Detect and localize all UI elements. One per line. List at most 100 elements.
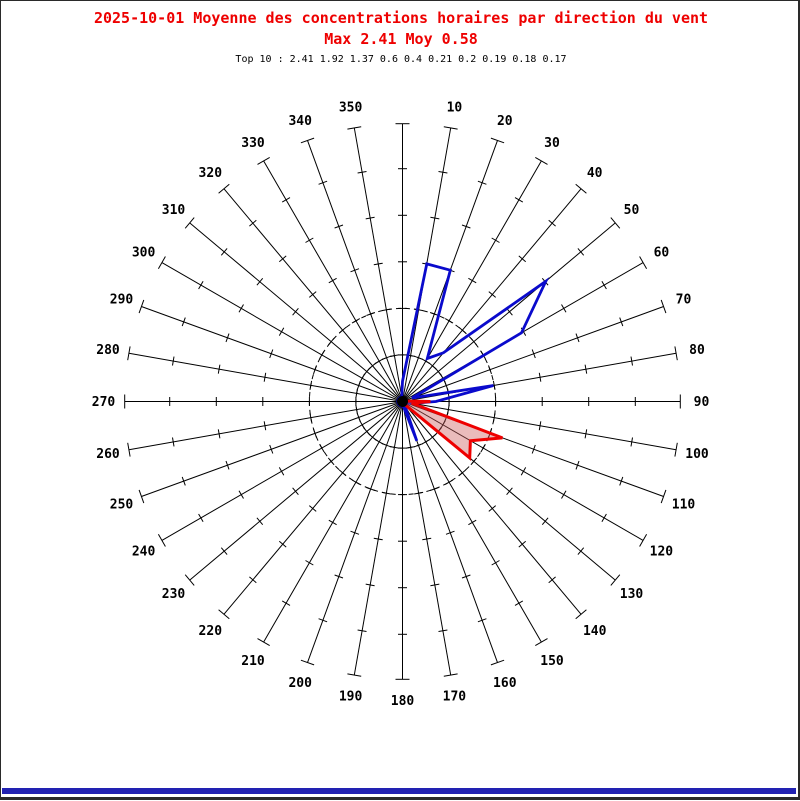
spoke-end-cap (443, 673, 458, 677)
direction-label: 250 (110, 497, 134, 512)
radial-tick (461, 574, 471, 579)
radial-tick (278, 327, 285, 336)
radial-tick (278, 255, 287, 263)
spoke-end-cap (535, 156, 548, 165)
spoke-end-cap (347, 673, 362, 677)
spoke-end-cap (490, 137, 505, 144)
direction-label: 160 (493, 676, 517, 691)
radial-tick (238, 304, 244, 313)
radial-tick (278, 540, 287, 548)
radial-tick (181, 317, 186, 327)
radial-tick (373, 262, 383, 266)
spoke-end-cap (257, 156, 270, 165)
direction-label: 300 (132, 246, 156, 261)
spoke-end-cap (674, 346, 678, 361)
direction-label: 40 (587, 166, 603, 181)
direction-label: 340 (288, 114, 312, 129)
dashed-grid-circle (308, 307, 497, 496)
direction-label: 20 (497, 114, 513, 129)
spoke-end-cap (575, 609, 587, 620)
radial-tick (619, 476, 624, 486)
radial-tick (538, 421, 542, 431)
radial-tick (561, 304, 567, 313)
radial-tick (181, 476, 186, 486)
spoke-end-cap (443, 126, 458, 130)
direction-label: 180 (391, 694, 415, 709)
spoke-end-cap (218, 183, 230, 194)
hub-dot (397, 396, 408, 407)
radial-tick (292, 487, 299, 496)
radial-tick (488, 291, 497, 298)
direction-label: 330 (241, 136, 265, 151)
radial-tick (217, 364, 221, 374)
direction-label: 150 (540, 654, 564, 669)
radial-tick (220, 248, 228, 256)
spoke (402, 188, 582, 402)
radial-tick (373, 537, 383, 541)
direction-label: 260 (96, 447, 120, 462)
direction-label: 90 (694, 395, 710, 410)
radial-tick (488, 505, 497, 512)
radial-tick (514, 197, 524, 203)
radial-tick (263, 372, 267, 382)
spoke (307, 140, 403, 402)
chart-title: 2025-10-01 Moyenne des concentrations ho… (93, 9, 709, 27)
spoke-end-cap (660, 299, 667, 314)
radial-tick (477, 180, 487, 185)
radial-tick (328, 277, 337, 284)
spoke-end-cap (138, 299, 145, 314)
direction-label: 120 (650, 545, 674, 560)
bottom-bar (2, 788, 796, 794)
spoke-end-cap (490, 659, 505, 666)
radial-tick (477, 618, 487, 623)
direction-label: 50 (624, 203, 640, 218)
direction-label: 230 (162, 587, 186, 602)
radial-tick (538, 372, 542, 382)
radial-tick (561, 490, 567, 499)
radial-tick (601, 280, 607, 290)
radial-tick (531, 444, 536, 454)
radial-tick (531, 349, 536, 359)
spoke-end-cap (257, 638, 270, 647)
radial-tick (491, 560, 500, 566)
radial-tick (305, 560, 314, 566)
radial-tick (249, 219, 257, 227)
spoke-end-cap (157, 256, 166, 269)
direction-label: 130 (620, 587, 644, 602)
radial-tick (584, 429, 588, 439)
radial-tick (281, 197, 291, 203)
radial-tick (256, 277, 264, 286)
radial-tick (461, 224, 471, 229)
radial-tick (318, 180, 328, 185)
radial-tick (630, 356, 633, 366)
spoke-end-cap (184, 574, 195, 586)
radial-tick (225, 333, 230, 343)
radial-tick (357, 171, 367, 174)
radial-tick (619, 317, 624, 327)
radial-tick (256, 517, 264, 526)
radial-tick (575, 333, 580, 343)
spoke-end-cap (610, 217, 621, 229)
radial-tick (263, 421, 267, 431)
spoke-end-cap (535, 638, 548, 647)
radial-tick (445, 530, 455, 535)
spoke (141, 306, 403, 402)
radial-tick (548, 219, 556, 227)
radial-tick (430, 216, 440, 220)
radial-tick (518, 255, 527, 263)
dashed-grid-circle (355, 354, 450, 449)
radial-tick (334, 574, 344, 579)
direction-label: 60 (654, 246, 670, 261)
radial-tick (365, 216, 375, 220)
top10-values-line: Top 10 : 2.41 1.92 1.37 0.6 0.4 0.21 0.2… (235, 54, 567, 65)
spoke (223, 188, 403, 402)
radial-tick (308, 291, 317, 298)
direction-label: 30 (544, 136, 560, 151)
radial-tick (249, 576, 257, 584)
radial-tick (198, 280, 204, 290)
direction-label: 210 (241, 654, 265, 669)
direction-label: 170 (443, 690, 467, 705)
radial-tick (430, 583, 440, 587)
radial-tick (278, 467, 285, 476)
